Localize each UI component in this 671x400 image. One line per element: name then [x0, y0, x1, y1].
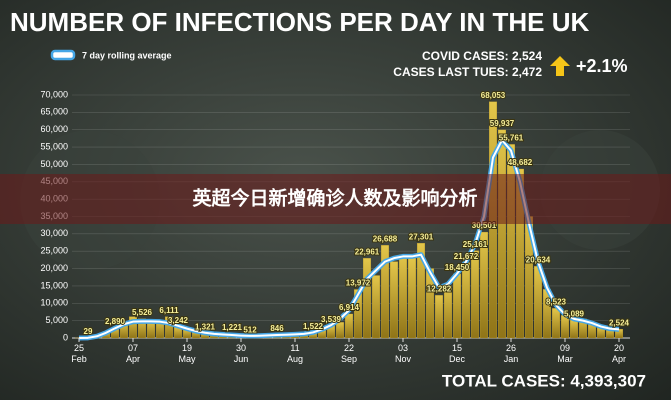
y-tick-label: 10,000	[40, 298, 68, 308]
x-tick-label: 09 Mar	[557, 343, 573, 364]
bar	[336, 322, 344, 339]
x-tick-label: 11 Aug	[287, 343, 303, 364]
value-label: 13,972	[346, 279, 371, 288]
value-label: 2,524	[609, 318, 630, 327]
bar	[345, 313, 353, 339]
value-label: 22,961	[355, 247, 380, 256]
bar	[516, 168, 524, 339]
value-label: 6,914	[339, 303, 360, 312]
x-tick-label: 07 Apr	[126, 343, 140, 364]
value-label: 1,221	[222, 323, 243, 332]
y-tick-label: 65,000	[40, 107, 68, 117]
value-label: 30,501	[472, 221, 497, 230]
bar	[354, 289, 362, 339]
bar	[570, 320, 578, 339]
value-label: 68,053	[481, 91, 506, 100]
bar	[372, 275, 380, 339]
value-label: 3,539	[321, 315, 342, 324]
value-label: 5,526	[132, 308, 153, 317]
bar	[462, 262, 470, 339]
y-tick-label: 20,000	[40, 263, 68, 273]
bar	[408, 258, 416, 339]
value-label: 1,321	[195, 323, 216, 332]
value-label: 8,523	[546, 298, 567, 307]
y-tick-label: 50,000	[40, 159, 68, 169]
y-tick-label: 30,000	[40, 228, 68, 238]
y-tick-label: 25,000	[40, 246, 68, 256]
up-arrow	[550, 56, 570, 76]
bar	[417, 243, 425, 339]
bar	[561, 315, 569, 339]
value-label: 20,634	[526, 255, 551, 264]
bar	[507, 144, 515, 339]
cases-last-tues: CASES LAST TUES: 2,472	[393, 65, 542, 79]
value-label: 26,688	[373, 234, 398, 243]
x-tick-label: 30 Jun	[234, 343, 249, 364]
chart-title: NUMBER OF INFECTIONS PER DAY IN THE UK	[10, 7, 589, 37]
x-tick-label: 22 Sep	[341, 343, 357, 364]
bar	[552, 308, 560, 339]
value-label: 18,450	[445, 263, 470, 272]
bar	[435, 295, 443, 339]
bar	[498, 129, 506, 339]
x-tick-label: 03 Nov	[395, 343, 412, 364]
value-label: 29	[84, 327, 93, 336]
value-label: 21,672	[454, 252, 479, 261]
y-tick-label: 5,000	[45, 315, 68, 325]
bar	[480, 231, 488, 339]
bar	[453, 273, 461, 339]
bar	[399, 254, 407, 339]
change-percent: +2.1%	[576, 56, 628, 76]
x-tick-label: 19 May	[178, 343, 196, 364]
value-label: 512	[243, 325, 257, 334]
bar	[534, 266, 542, 339]
covid-cases: COVID CASES: 2,524	[422, 49, 542, 63]
value-label: 2,890	[105, 317, 126, 326]
y-tick-label: 70,000	[40, 89, 68, 99]
x-tick-label: 15 Dec	[449, 343, 466, 364]
value-label: 55,761	[499, 134, 524, 143]
value-label: 25,161	[463, 240, 488, 249]
x-tick-label: 26 Jan	[504, 343, 519, 364]
value-label: 59,937	[490, 119, 515, 128]
y-tick-label: 55,000	[40, 141, 68, 151]
y-tick-label: 0	[63, 332, 68, 342]
bar	[363, 258, 371, 339]
plot-area: 05,00010,00015,00020,00025,00030,00035,0…	[40, 89, 630, 364]
y-tick-label: 60,000	[40, 124, 68, 134]
bar	[390, 261, 398, 339]
value-label: 12,282	[427, 284, 452, 293]
value-label: 5,089	[564, 309, 585, 318]
total-cases: TOTAL CASES: 4,393,307	[442, 371, 646, 390]
banner-band	[0, 174, 671, 224]
value-label: 48,682	[508, 158, 533, 167]
value-label: 1,522	[303, 322, 324, 331]
bar	[471, 250, 479, 339]
value-label: 6,111	[159, 306, 179, 315]
bar	[165, 316, 173, 339]
legend-label: 7 day rolling average	[82, 50, 172, 60]
x-tick-label: 25 Feb	[71, 343, 87, 364]
banner-text: 英超今日新增确诊人数及影响分析	[192, 187, 477, 210]
value-label: 3,242	[168, 316, 189, 325]
y-tick-label: 15,000	[40, 280, 68, 290]
bar	[138, 318, 146, 339]
bar	[444, 285, 452, 339]
value-label: 27,301	[409, 232, 434, 241]
legend-swatch	[50, 49, 76, 61]
bar	[381, 245, 389, 339]
x-tick-label: 20 Apr	[612, 343, 626, 364]
value-label: 846	[270, 324, 284, 333]
